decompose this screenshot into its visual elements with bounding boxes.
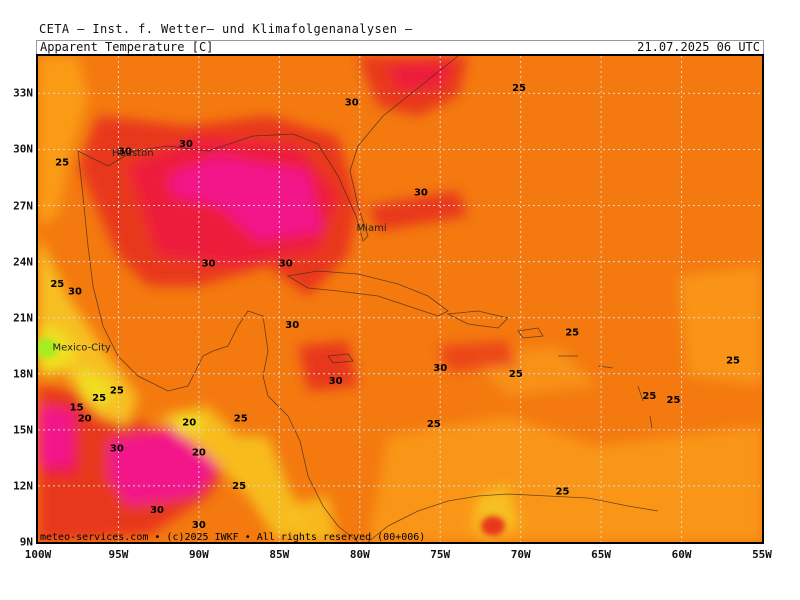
longitude-tick-label: 100W xyxy=(24,548,52,561)
contour-label: 30 xyxy=(150,505,164,516)
city-label: Houston xyxy=(112,148,154,159)
city-labels: Houston Miami Mexico-City xyxy=(52,148,386,353)
contour-label: 25 xyxy=(110,386,124,397)
contour-label: 25 xyxy=(50,279,64,290)
contour-label: 30 xyxy=(279,258,293,269)
contour-label: 30 xyxy=(433,363,447,374)
contour-label: 30 xyxy=(414,187,428,198)
latitude-tick-label: 18N xyxy=(13,367,33,381)
city-label: Miami xyxy=(357,223,387,234)
contour-label: 25 xyxy=(556,487,570,498)
longitude-tick-label: 65W xyxy=(591,548,612,561)
contour-label: 30 xyxy=(285,320,299,331)
contour-label: 25 xyxy=(92,393,106,404)
graticule xyxy=(38,56,762,542)
coastlines xyxy=(77,56,659,542)
contour-label: 30 xyxy=(329,376,343,387)
contour-label: 30 xyxy=(192,520,206,531)
contour-label: 30 xyxy=(202,258,216,269)
contour-label: 20 xyxy=(182,417,196,428)
longitude-tick-label: 90W xyxy=(188,548,209,561)
cold-spots xyxy=(38,338,505,536)
longitude-tick-label: 80W xyxy=(349,548,370,561)
contour-label: 30 xyxy=(118,146,132,157)
weather-map: 25 30 30 30 25 30 30 30 25 30 30 30 30 25 25 25 25 25 15 20… xyxy=(36,54,764,544)
parameter-label: Apparent Temperature [C] xyxy=(40,40,214,54)
contour-label: 30 xyxy=(345,98,359,109)
contour-label: 25 xyxy=(565,328,579,339)
longitude-tick-label: 55W xyxy=(752,548,772,561)
contour-label: 30 xyxy=(179,139,193,150)
contour-label: 25 xyxy=(667,395,681,406)
contour-label: 25 xyxy=(427,419,441,430)
contour-label: 25 xyxy=(509,369,523,380)
chart-title: CETA — Inst. f. Wetter— und Klimafolgena… xyxy=(39,22,413,36)
longitude-tick-label: 95W xyxy=(108,548,129,561)
latitude-tick-label: 27N xyxy=(13,199,33,213)
longitude-tick-label: 85W xyxy=(269,548,290,561)
contour-label: 25 xyxy=(55,158,69,169)
contour-label: 25 xyxy=(642,391,656,402)
valid-time: 21.07.2025 06 UTC xyxy=(637,40,760,54)
credit-line: meteo-services.com • (c)2025 IWKF • All … xyxy=(40,532,426,543)
contour-label: 30 xyxy=(68,287,82,298)
latitude-tick-label: 9N xyxy=(19,535,33,549)
contour-label: 25 xyxy=(232,481,246,492)
latitude-tick-label: 30N xyxy=(13,142,33,156)
contour-label: 30 xyxy=(110,444,124,455)
contour-label: 25 xyxy=(726,356,740,367)
contour-label: 25 xyxy=(512,83,526,94)
latitude-tick-label: 15N xyxy=(13,423,33,437)
contour-label: 20 xyxy=(78,414,92,425)
latitude-tick-label: 24N xyxy=(13,255,33,269)
contour-label: 15 xyxy=(70,402,84,413)
longitude-tick-label: 60W xyxy=(671,548,692,561)
longitude-tick-label: 75W xyxy=(430,548,451,561)
city-label: Mexico-City xyxy=(52,343,110,354)
latitude-tick-label: 21N xyxy=(13,311,33,325)
latitude-tick-label: 12N xyxy=(13,479,33,493)
subtitle-bar: Apparent Temperature [C] 21.07.2025 06 U… xyxy=(36,40,764,54)
contour-label: 20 xyxy=(192,447,206,458)
contour-label: 25 xyxy=(234,414,248,425)
longitude-tick-label: 70W xyxy=(510,548,531,561)
latitude-tick-label: 33N xyxy=(13,86,33,100)
